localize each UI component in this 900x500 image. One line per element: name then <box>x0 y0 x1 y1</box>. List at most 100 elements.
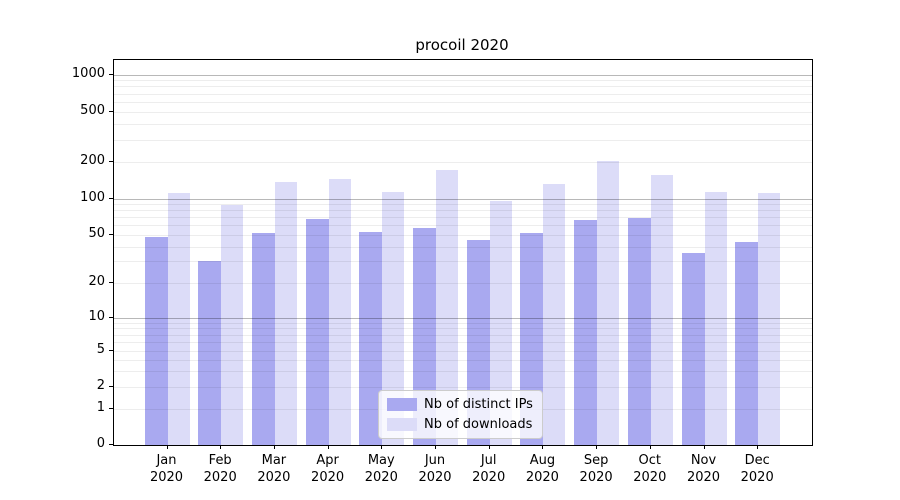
x-tick <box>435 445 436 449</box>
gridline <box>114 318 812 319</box>
bar-downloads-sep <box>597 160 620 445</box>
y-tick <box>109 197 113 199</box>
x-tick-label-oct: Oct 2020 <box>633 453 667 485</box>
gridline <box>114 162 812 163</box>
x-tick-label-jul: Jul 2020 <box>472 453 506 485</box>
x-tick <box>649 445 651 449</box>
legend: Nb of distinct IPs Nb of downloads <box>378 390 543 439</box>
gridline <box>114 124 812 125</box>
gridline <box>114 371 812 372</box>
legend-swatch-distinct-ips <box>387 398 417 411</box>
y-tick <box>109 234 113 235</box>
gridline <box>114 351 812 352</box>
bar-distinct-ips-apr <box>305 218 329 445</box>
x-tick <box>757 445 759 449</box>
y-tick <box>109 316 113 318</box>
y-tick-label: 200 <box>80 153 105 168</box>
x-tick <box>703 445 705 449</box>
x-tick <box>488 445 490 449</box>
bar-distinct-ips-jan <box>144 237 168 445</box>
x-tick-label-feb: Feb 2020 <box>203 453 237 485</box>
x-tick-label-dec: Dec 2020 <box>740 453 774 485</box>
bar-downloads-apr <box>328 178 351 445</box>
y-tick <box>109 281 113 283</box>
x-tick-label-apr: Apr 2020 <box>311 453 345 485</box>
x-tick-label-jun: Jun 2020 <box>418 453 452 485</box>
bar-downloads-mar <box>274 181 297 445</box>
gridline <box>114 328 812 329</box>
x-tick <box>220 445 222 449</box>
bar-distinct-ips-oct <box>627 218 651 445</box>
gridline <box>114 342 812 343</box>
gridline <box>114 199 812 200</box>
y-tick-label: 20 <box>88 273 105 289</box>
gridline <box>114 204 812 205</box>
legend-label-downloads: Nb of downloads <box>424 417 533 432</box>
legend-item-distinct-ips: Nb of distinct IPs <box>387 397 534 412</box>
bar-downloads-may <box>382 191 405 445</box>
legend-item-downloads: Nb of downloads <box>387 417 534 432</box>
y-tick <box>109 161 113 162</box>
y-tick-label: 0 <box>96 436 105 451</box>
y-tick <box>109 73 113 75</box>
y-tick <box>109 444 113 445</box>
gridline <box>114 112 812 113</box>
x-tick <box>273 445 275 449</box>
gridline <box>114 210 812 211</box>
gridline <box>114 217 812 218</box>
x-tick-label-mar: Mar 2020 <box>257 453 291 485</box>
gridline <box>114 80 812 81</box>
gridline <box>114 235 812 236</box>
x-tick <box>327 445 329 449</box>
y-tick <box>109 350 113 351</box>
bar-distinct-ips-dec <box>735 241 759 445</box>
gridline <box>114 387 812 388</box>
x-tick-label-sep: Sep 2020 <box>579 453 613 485</box>
bar-downloads-feb <box>221 204 244 445</box>
bar-downloads-jun <box>436 169 458 445</box>
bar-downloads-jan <box>167 192 190 445</box>
gridline <box>114 102 812 103</box>
bar-downloads-oct <box>650 174 673 445</box>
gridline <box>114 335 812 336</box>
y-tick-label: 500 <box>80 102 105 118</box>
gridline <box>114 323 812 324</box>
x-tick-label-may: May 2020 <box>364 453 398 485</box>
x-tick <box>381 445 383 449</box>
y-tick-label: 1000 <box>71 65 105 81</box>
gridline <box>114 225 812 226</box>
gridline <box>114 75 812 76</box>
gridline <box>114 360 812 361</box>
bar-distinct-ips-may <box>359 231 383 445</box>
x-tick-label-aug: Aug 2020 <box>525 453 559 485</box>
y-tick-label: 100 <box>80 189 105 205</box>
bar-distinct-ips-mar <box>251 232 275 445</box>
y-tick <box>109 110 113 112</box>
gridline <box>114 140 812 141</box>
x-tick-label-jan: Jan 2020 <box>149 453 184 485</box>
bar-distinct-ips-sep <box>574 219 598 445</box>
bar-distinct-ips-nov <box>681 253 705 445</box>
y-tick-label: 50 <box>88 226 105 241</box>
y-tick-label: 2 <box>96 378 105 393</box>
bar-downloads-dec <box>758 193 781 445</box>
bar-downloads-nov <box>704 192 727 445</box>
x-tick-label-nov: Nov 2020 <box>686 453 721 485</box>
x-tick <box>542 445 544 449</box>
legend-label-distinct-ips: Nb of distinct IPs <box>424 397 533 412</box>
y-tick-label: 10 <box>88 308 105 324</box>
y-tick <box>109 386 113 387</box>
bar-distinct-ips-feb <box>198 261 222 445</box>
y-tick-label: 1 <box>96 399 105 415</box>
gridline <box>114 94 812 95</box>
chart-title: procoil 2020 <box>415 36 509 54</box>
x-tick <box>596 445 598 449</box>
gridline <box>114 261 812 262</box>
x-tick <box>166 445 168 449</box>
y-tick-label: 5 <box>96 342 105 357</box>
gridline <box>114 86 812 87</box>
gridline <box>114 283 812 284</box>
bar-downloads-jul <box>489 200 512 445</box>
y-tick <box>109 407 113 409</box>
